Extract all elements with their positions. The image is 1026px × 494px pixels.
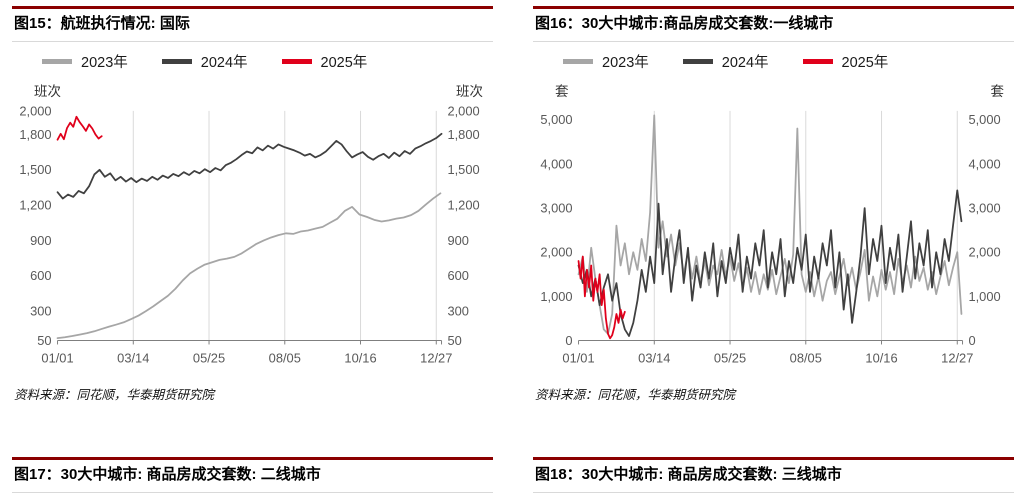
figure18-title: 图18：30大中城市: 商品房成交套数: 三线城市: [533, 457, 1014, 494]
legend-label-2025: 2025年: [320, 54, 368, 71]
svg-text:03/14: 03/14: [638, 350, 670, 365]
svg-text:10/16: 10/16: [865, 350, 897, 365]
flights-international-line-chart: 01/01 03/14 05/25 08/05 10/16 12/27 50 50 300 300…: [19, 103, 479, 365]
svg-text:50: 50: [37, 333, 51, 348]
legend-swatch-2025: [802, 58, 833, 64]
svg-text:12/27: 12/27: [941, 350, 973, 365]
top-figure-row: 图15：航班执行情况: 国际 2023年 2024年 2025年 班次 班次: [12, 6, 1014, 403]
svg-text:12/27: 12/27: [420, 350, 452, 365]
svg-text:600: 600: [447, 268, 468, 283]
svg-text:1,000: 1,000: [968, 289, 1000, 304]
svg-text:600: 600: [30, 268, 51, 283]
legend-swatch-2023: [563, 58, 593, 64]
legend-item-2023: 2023年: [563, 51, 649, 72]
legend-label-2024: 2024年: [721, 54, 769, 71]
svg-text:05/25: 05/25: [193, 350, 225, 365]
y-axis-unit-left: 班次: [34, 84, 61, 99]
y-axis-unit-left: 套: [555, 84, 569, 99]
legend-swatch-2025: [281, 58, 312, 64]
y-axis-unit-right: 班次: [456, 84, 483, 99]
legend-swatch-2024: [682, 58, 713, 64]
svg-text:1,800: 1,800: [19, 127, 51, 142]
bottom-figure-row: 图17：30大中城市: 商品房成交套数: 二线城市 2023年 2024年 20…: [12, 457, 1014, 494]
svg-text:5,000: 5,000: [540, 112, 572, 127]
legend-item-2023: 2023年: [42, 51, 128, 72]
figure16-source: 资料来源：同花顺，华泰期货研究院: [535, 388, 736, 403]
figure16-legend: 2023年 2024年 2025年: [533, 50, 1014, 72]
svg-text:3,000: 3,000: [540, 200, 572, 215]
svg-text:2,000: 2,000: [19, 103, 51, 118]
svg-text:2,000: 2,000: [540, 245, 572, 260]
svg-text:1,200: 1,200: [447, 198, 479, 213]
svg-text:1,000: 1,000: [540, 289, 572, 304]
svg-text:0: 0: [968, 333, 975, 348]
legend-item-2024: 2024年: [682, 51, 769, 72]
legend-swatch-2024: [161, 58, 192, 64]
svg-text:2,000: 2,000: [447, 103, 479, 118]
legend-item-2025: 2025年: [802, 51, 889, 72]
legend-label-2025: 2025年: [841, 54, 889, 71]
legend-label-2023: 2023年: [602, 54, 649, 71]
legend-item-2025: 2025年: [281, 51, 368, 72]
svg-text:2,000: 2,000: [968, 245, 1000, 260]
legend-item-2024: 2024年: [161, 51, 248, 72]
figure15-panel: 图15：航班执行情况: 国际 2023年 2024年 2025年 班次 班次: [12, 6, 493, 403]
svg-text:03/14: 03/14: [117, 350, 149, 365]
figure16-panel: 图16：30大中城市:商品房成交套数:一线城市 2023年 2024年 2025…: [533, 6, 1014, 403]
svg-text:10/16: 10/16: [344, 350, 376, 365]
figure15-title: 图15：航班执行情况: 国际: [12, 6, 493, 42]
figure17-panel: 图17：30大中城市: 商品房成交套数: 二线城市 2023年 2024年 20…: [12, 457, 493, 494]
svg-text:5,000: 5,000: [968, 112, 1000, 127]
svg-text:1,200: 1,200: [19, 198, 51, 213]
svg-text:0: 0: [565, 333, 572, 348]
svg-text:4,000: 4,000: [540, 156, 572, 171]
y-axis-unit-right: 套: [990, 84, 1005, 99]
svg-text:900: 900: [30, 233, 51, 248]
svg-text:01/01: 01/01: [562, 350, 594, 365]
svg-text:1,500: 1,500: [19, 162, 51, 177]
svg-text:4,000: 4,000: [968, 156, 1000, 171]
figure15-axis-units: 班次 班次: [12, 80, 493, 101]
svg-text:50: 50: [447, 333, 461, 348]
svg-text:05/25: 05/25: [714, 350, 746, 365]
svg-text:900: 900: [447, 233, 468, 248]
svg-text:08/05: 08/05: [790, 350, 822, 365]
tier1-city-housing-line-chart: 01/01 03/14 05/25 08/05 10/16 12/27 0 0 1,000 1,0…: [540, 110, 1001, 365]
svg-text:08/05: 08/05: [269, 350, 301, 365]
svg-text:300: 300: [447, 304, 468, 319]
svg-text:1,500: 1,500: [447, 162, 479, 177]
figure18-panel: 图18：30大中城市: 商品房成交套数: 三线城市 2023年 2024年 20…: [533, 457, 1014, 494]
figure16-axis-units: 套 套: [533, 80, 1014, 101]
figure16-title: 图16：30大中城市:商品房成交套数:一线城市: [533, 6, 1014, 42]
svg-text:300: 300: [30, 304, 51, 319]
svg-text:1,800: 1,800: [447, 127, 479, 142]
legend-swatch-2023: [42, 58, 72, 64]
svg-text:01/01: 01/01: [41, 350, 73, 365]
legend-label-2024: 2024年: [200, 54, 248, 71]
figure17-title: 图17：30大中城市: 商品房成交套数: 二线城市: [12, 457, 493, 494]
figure15-legend: 2023年 2024年 2025年: [12, 50, 493, 72]
figure15-source: 资料来源：同花顺，华泰期货研究院: [14, 388, 215, 403]
legend-label-2023: 2023年: [81, 54, 128, 71]
svg-text:3,000: 3,000: [968, 200, 1000, 215]
